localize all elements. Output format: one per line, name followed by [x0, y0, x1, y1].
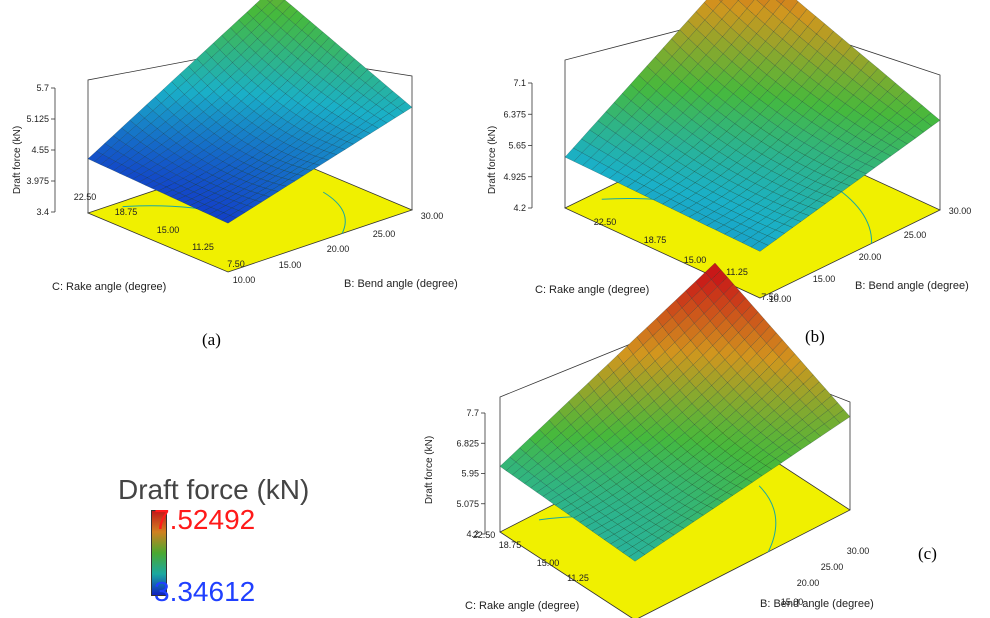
- y-tick-label: 7.50: [761, 292, 779, 302]
- z-tick-label: 4.2: [513, 203, 526, 213]
- surface-facet: [719, 0, 723, 2]
- y-tick-label: 11.25: [192, 242, 214, 252]
- surface-facet: [267, 0, 273, 3]
- y-tick-label: 18.75: [115, 207, 138, 217]
- x-tick-label: 30.00: [847, 546, 870, 556]
- z-tick-label: 6.825: [456, 438, 479, 448]
- z-tick-label: 7.7: [466, 408, 479, 418]
- z-tick-label: 5.075: [456, 499, 479, 509]
- z-tick-label: 6.375: [503, 109, 526, 119]
- surface-plot-a: 5.7 5.125 4.55 3.975 3.4 Draft force (kN) 10.0…: [0, 0, 490, 310]
- surface-facet: [775, 0, 785, 5]
- surface-plot-c-svg: 7.7 6.825 5.95 5.075 4.2 Draft force (kN) 15.0…: [424, 262, 874, 618]
- y-tick-label: 22.50: [594, 217, 617, 227]
- x-tick-label: 20.00: [327, 244, 350, 254]
- x-tick-label: 25.00: [904, 230, 927, 240]
- z-axis-label: Draft force (kN): [487, 126, 498, 194]
- x-axis-label: B: Bend angle (degree): [344, 278, 458, 290]
- z-tick-label: 4.55: [31, 145, 49, 155]
- x-tick-label: 30.00: [949, 206, 972, 216]
- surface-facet: [750, 241, 769, 252]
- y-tick-label: 15.00: [157, 225, 180, 235]
- y-tick-label: 18.75: [644, 235, 667, 245]
- z-tick-label: 3.975: [26, 176, 49, 186]
- z-tick-label: 5.125: [26, 114, 49, 124]
- legend-title: Draft force (kN): [118, 474, 310, 505]
- z-tick-label: 5.7: [36, 83, 49, 93]
- floor-contour: [758, 485, 777, 553]
- color-legend: Draft force (kN) 7.52492 3.34612: [114, 474, 334, 614]
- surface-facet: [628, 550, 646, 562]
- x-tick-label: 20.00: [797, 578, 820, 588]
- z-axis-label: Draft force (kN): [12, 126, 23, 194]
- surface-plot-b: 7.1 6.375 5.65 4.925 4.2 Draft force (kN) 10.0…: [470, 0, 990, 315]
- x-tick-label: 10.00: [769, 294, 792, 304]
- x-tick-label: 15.00: [279, 260, 302, 270]
- y-axis-label: C: Rake angle (degree): [465, 600, 579, 612]
- x-tick-label: 20.00: [859, 252, 882, 262]
- caption-c: (c): [918, 544, 937, 563]
- y-tick-label: 15.00: [684, 255, 707, 265]
- y-tick-label: 22.50: [74, 192, 97, 202]
- x-axis-label: B: Bend angle (degree): [855, 280, 969, 292]
- y-tick-label: 11.25: [567, 573, 589, 583]
- y-axis-label: C: Rake angle (degree): [535, 284, 649, 296]
- z-tick-label: 7.1: [513, 78, 526, 88]
- y-tick-label: 7.50: [227, 259, 245, 269]
- z-tick-label: 5.65: [508, 141, 526, 151]
- legend-max-value: 7.52492: [154, 504, 256, 535]
- x-tick-label: 25.00: [373, 229, 396, 239]
- surface-mesh: [564, 0, 941, 252]
- surface-facet: [221, 215, 237, 224]
- surface-plot-a-svg: 5.7 5.125 4.55 3.975 3.4 Draft force (kN) 10.0…: [12, 0, 458, 293]
- surface-plot-b-svg: 7.1 6.375 5.65 4.925 4.2 Draft force (kN) 10.0…: [487, 0, 972, 304]
- x-tick-label: 15.00: [781, 597, 804, 607]
- y-tick-label: 18.75: [499, 540, 522, 550]
- x-axis-label: B: Bend angle (degree): [760, 598, 874, 610]
- legend-color-bar: [151, 510, 167, 596]
- y-axis-label: C: Rake angle (degree): [52, 281, 166, 293]
- caption-b: (b): [805, 327, 825, 346]
- x-tick-label: 15.00: [813, 274, 836, 284]
- z-tick-label: 4.2: [466, 529, 479, 539]
- x-tick-label: 25.00: [821, 562, 844, 572]
- surface-mesh: [87, 0, 413, 224]
- x-tick-label: 10.00: [233, 275, 256, 285]
- legend-min-value: 3.34612: [154, 576, 256, 607]
- z-tick-label: 4.925: [503, 172, 526, 182]
- floor-contour: [322, 191, 346, 234]
- z-axis-label: Draft force (kN): [424, 436, 435, 504]
- y-tick-label: 11.25: [726, 267, 748, 277]
- surface-plot-c: 7.7 6.825 5.95 5.075 4.2 Draft force (kN) 15.0…: [410, 262, 890, 618]
- z-tick-label: 3.4: [36, 207, 49, 217]
- y-tick-label: 15.00: [537, 558, 560, 568]
- x-tick-label: 30.00: [421, 211, 444, 221]
- surface-mesh: [499, 262, 851, 562]
- z-tick-label: 5.95: [461, 469, 479, 479]
- y-tick-label: 22.50: [473, 530, 496, 540]
- caption-a: (a): [202, 330, 221, 349]
